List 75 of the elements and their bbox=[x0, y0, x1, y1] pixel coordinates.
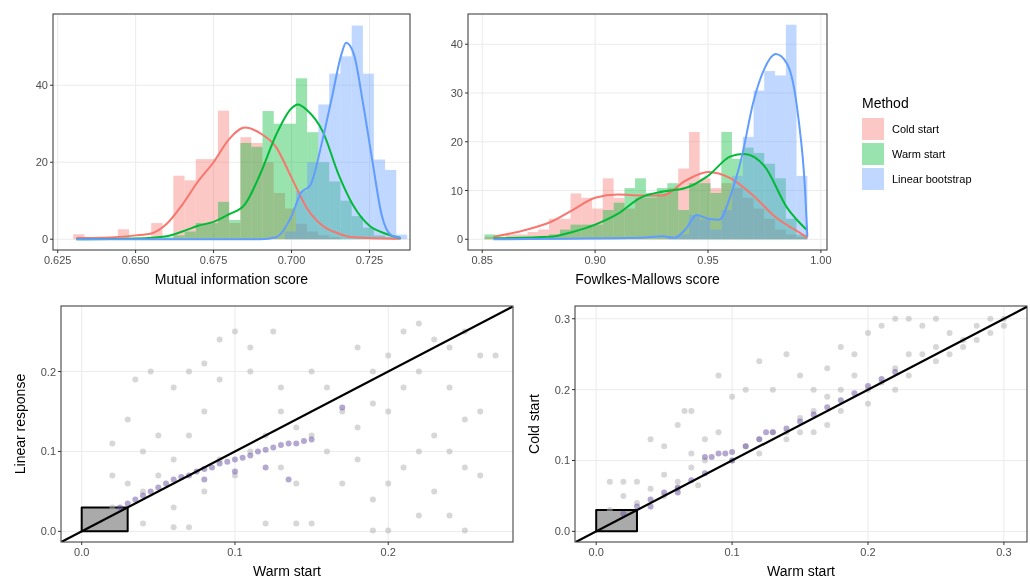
point bbox=[729, 448, 736, 455]
point bbox=[300, 438, 307, 445]
y-tick-label: 20 bbox=[450, 135, 463, 148]
point bbox=[231, 468, 238, 475]
point bbox=[124, 500, 131, 507]
y-tick-label: 10 bbox=[450, 184, 463, 197]
point bbox=[208, 464, 215, 471]
y-tick-label: 40 bbox=[450, 38, 463, 51]
point bbox=[824, 404, 831, 411]
point bbox=[117, 504, 124, 511]
point bbox=[247, 452, 254, 459]
point bbox=[722, 450, 729, 457]
point bbox=[837, 397, 844, 404]
point bbox=[701, 453, 708, 460]
x-tick-label: 0.3 bbox=[996, 546, 1012, 558]
x-tick-label: 0.2 bbox=[380, 546, 396, 558]
y-axis-title: Cold start bbox=[526, 393, 542, 454]
x-tick-label: 0.650 bbox=[121, 254, 150, 266]
x-axis-title: Mutual information score bbox=[154, 271, 309, 287]
point bbox=[763, 429, 770, 436]
x-tick-label: 0.0 bbox=[588, 546, 604, 558]
y-tick-label: 0 bbox=[456, 233, 463, 246]
point bbox=[277, 442, 284, 449]
x-tick-label: 0.0 bbox=[74, 546, 90, 558]
point bbox=[285, 476, 292, 483]
legend-title: Method bbox=[862, 95, 909, 111]
y-tick-label: 40 bbox=[35, 79, 48, 92]
point bbox=[132, 496, 139, 503]
point bbox=[308, 436, 315, 443]
point bbox=[239, 454, 246, 461]
y-tick-label: 0.3 bbox=[554, 312, 570, 325]
y-tick-label: 0 bbox=[41, 233, 48, 246]
point bbox=[140, 492, 146, 499]
point bbox=[339, 404, 346, 411]
point bbox=[270, 444, 277, 451]
x-axis-title: Fowlkes-Mallows score bbox=[575, 271, 721, 287]
x-tick-label: 0.1 bbox=[724, 546, 740, 558]
y-tick-label: 0.0 bbox=[554, 525, 570, 538]
point bbox=[231, 456, 238, 463]
y-tick-label: 0.0 bbox=[40, 525, 56, 538]
y-tick-label: 30 bbox=[450, 86, 463, 99]
x-tick-label: 0.85 bbox=[471, 254, 493, 266]
x-axis-title: Warm start bbox=[253, 563, 322, 579]
point bbox=[201, 476, 208, 483]
point bbox=[262, 464, 269, 471]
point bbox=[262, 446, 269, 453]
point bbox=[285, 440, 292, 447]
point bbox=[293, 440, 300, 447]
x-tick-label: 0.2 bbox=[860, 546, 876, 558]
x-tick-label: 0.700 bbox=[277, 254, 306, 266]
point bbox=[162, 480, 169, 487]
point bbox=[147, 488, 154, 495]
y-tick-label: 20 bbox=[35, 156, 48, 169]
legend-label: Warm start bbox=[892, 148, 946, 160]
point bbox=[155, 484, 162, 491]
x-tick-label: 0.625 bbox=[43, 254, 72, 266]
point bbox=[170, 476, 177, 483]
point bbox=[224, 458, 231, 465]
x-tick-label: 0.725 bbox=[355, 254, 384, 266]
x-tick-label: 1.00 bbox=[810, 254, 832, 266]
point bbox=[708, 453, 715, 460]
point bbox=[715, 450, 722, 457]
y-tick-label: 0.1 bbox=[554, 454, 570, 467]
y-tick-label: 0.2 bbox=[40, 365, 56, 378]
x-tick-label: 0.95 bbox=[697, 254, 719, 266]
x-tick-label: 0.675 bbox=[199, 254, 228, 266]
legend-label: Cold start bbox=[892, 123, 940, 135]
y-axis-title: Linear response bbox=[12, 373, 28, 475]
y-tick-label: 0.1 bbox=[40, 445, 56, 458]
x-tick-label: 0.1 bbox=[227, 546, 243, 558]
point bbox=[254, 448, 261, 455]
y-tick-label: 0.2 bbox=[554, 383, 570, 396]
legend-label: Linear bootstrap bbox=[892, 173, 972, 185]
x-tick-label: 0.90 bbox=[584, 254, 606, 266]
x-axis-title: Warm start bbox=[767, 563, 836, 579]
